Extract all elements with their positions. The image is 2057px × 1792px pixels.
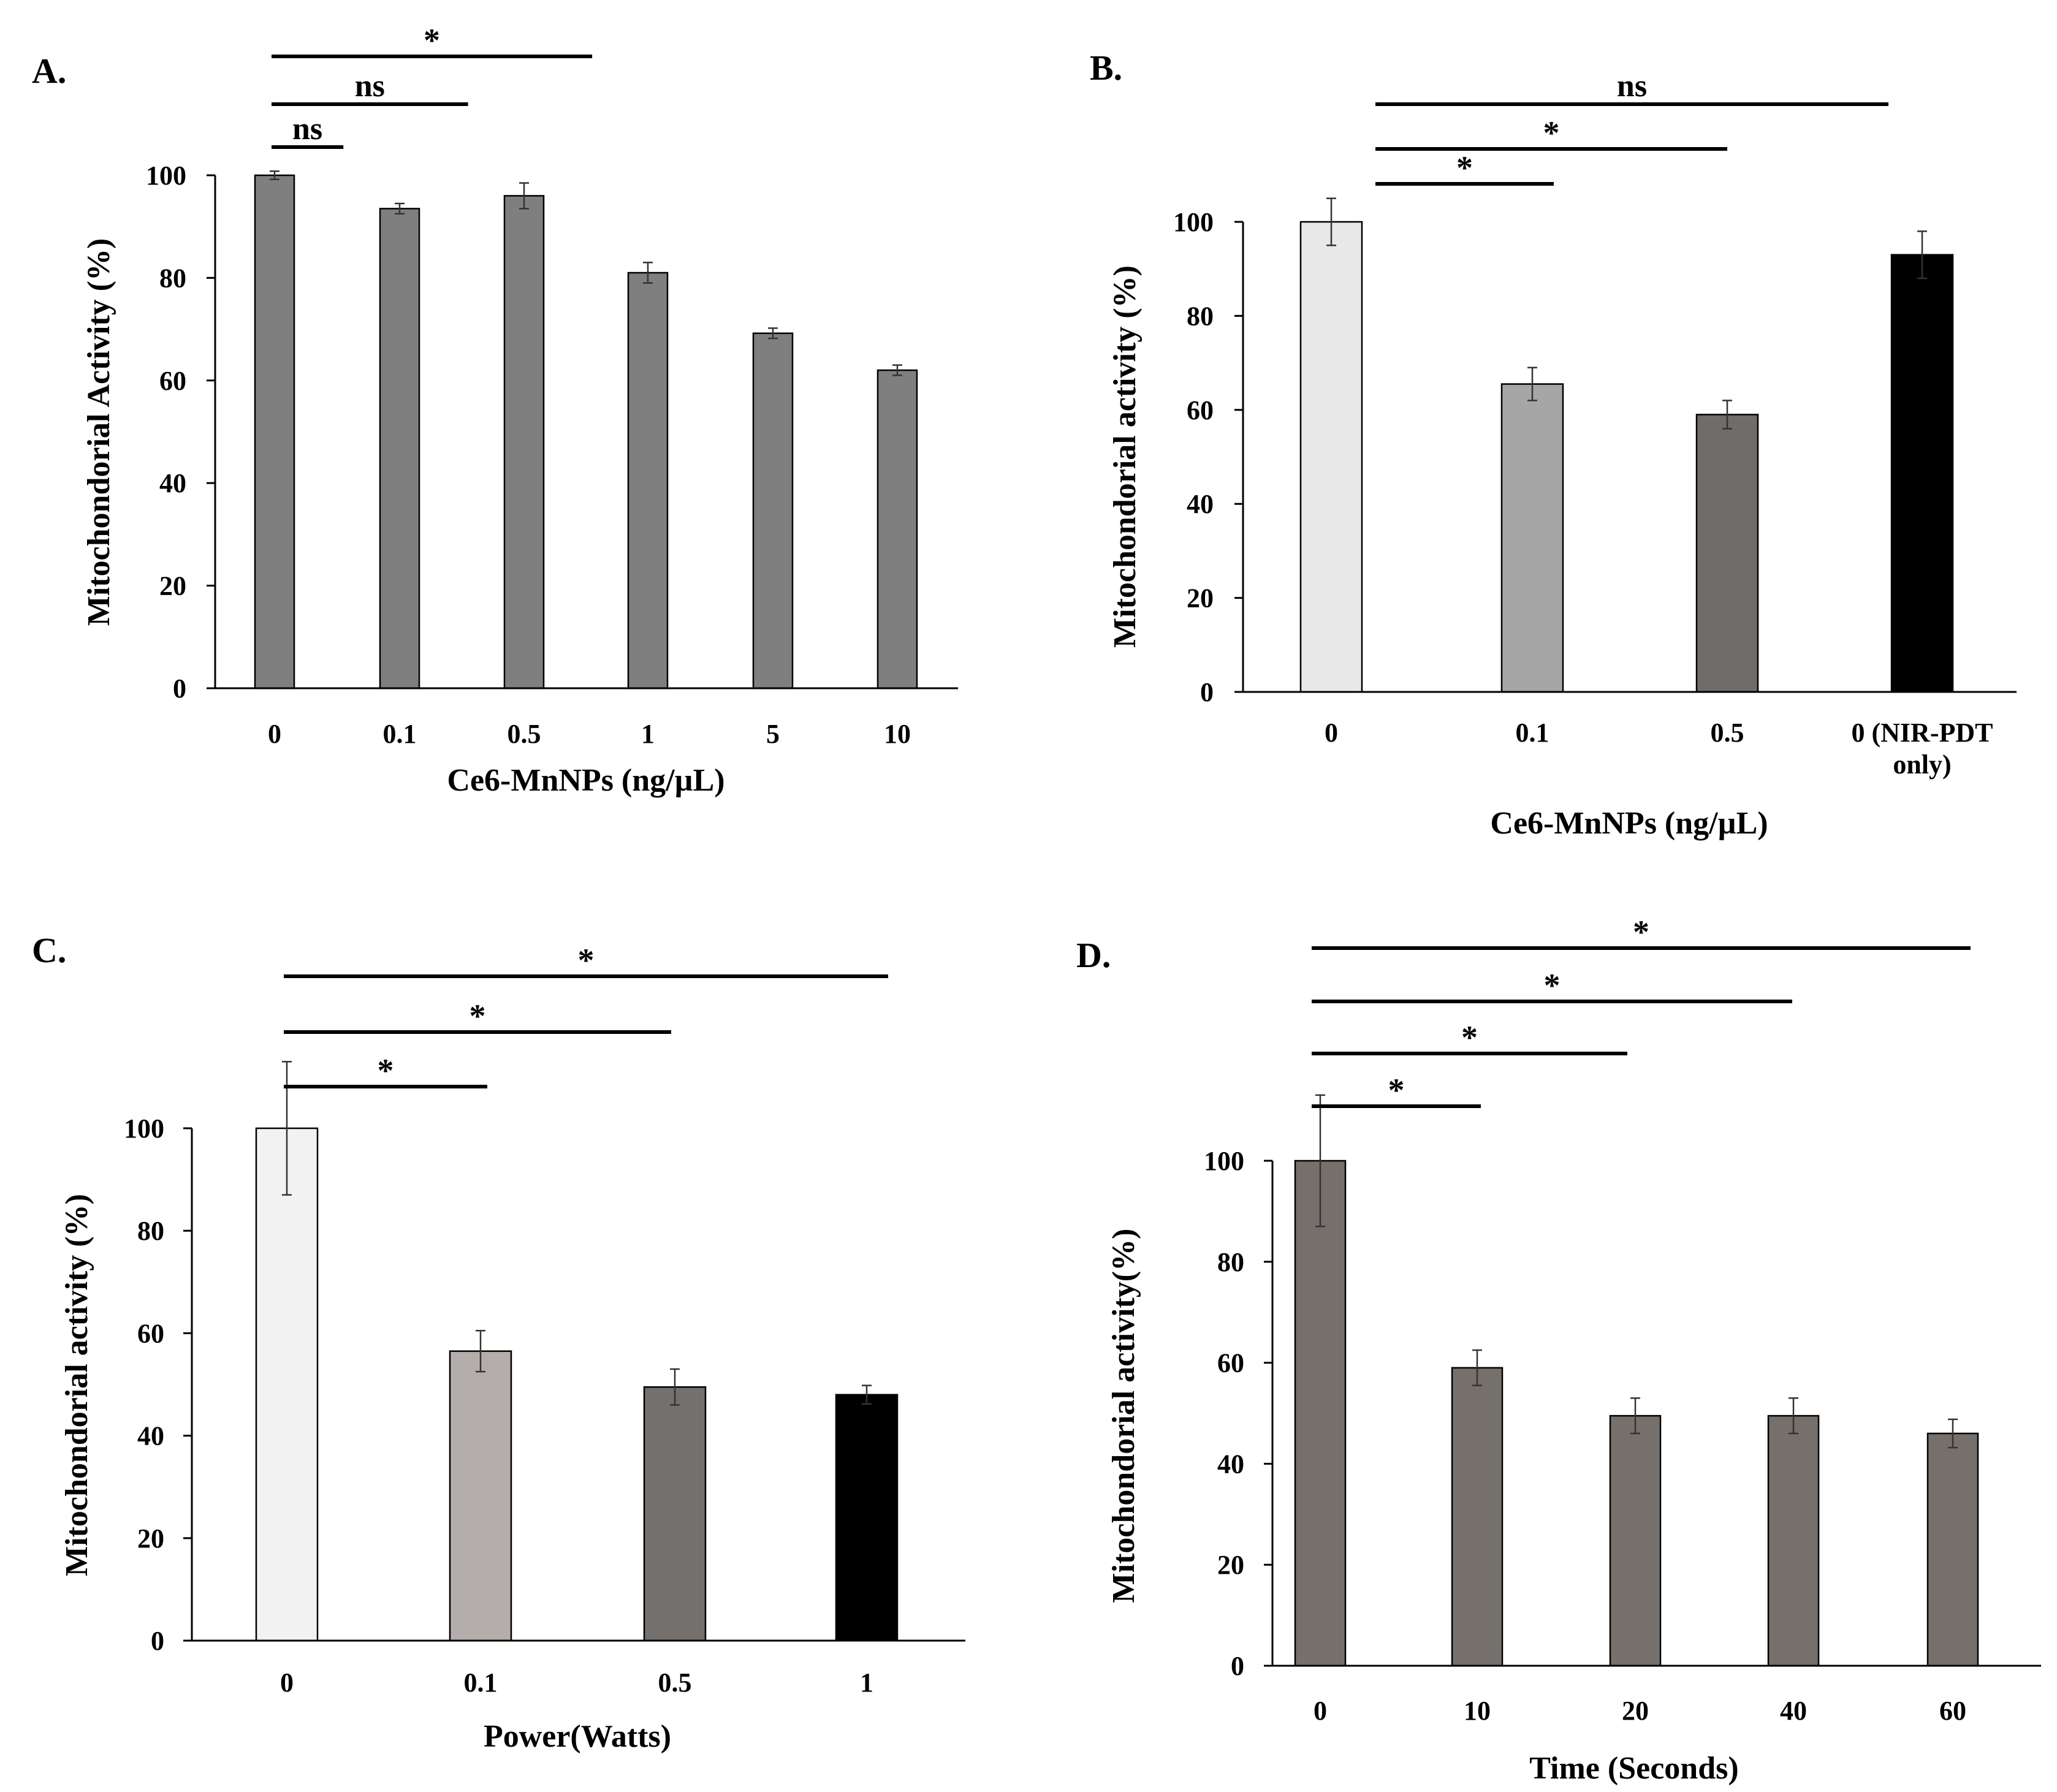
bar [1294, 1160, 1347, 1667]
significance-star: * [1456, 150, 1473, 186]
bar [1926, 1432, 1979, 1667]
bar [876, 369, 918, 689]
y-tick-label: 60 [159, 366, 186, 396]
y-tick-label: 80 [1217, 1247, 1244, 1277]
significance-star: * [1544, 967, 1561, 1004]
significance-star: * [1543, 115, 1560, 151]
y-tick-label: 40 [1217, 1449, 1244, 1479]
bar [1299, 221, 1363, 693]
y-tick-label: 40 [159, 468, 186, 498]
panel-label: B. [1090, 48, 1122, 88]
x-tick-label: 5 [766, 719, 780, 749]
y-tick-label: 0 [1200, 677, 1214, 707]
y-axis-label: Mitochondorial activity (%) [59, 1194, 94, 1576]
y-tick-label: 100 [1173, 207, 1214, 237]
bar [1890, 254, 1954, 693]
significance-star: * [1388, 1072, 1405, 1109]
significance-label: ns [1617, 69, 1647, 104]
significance-star: * [470, 998, 486, 1035]
x-axis-label: Power(Watts) [484, 1719, 671, 1754]
x-tick-label: 10 [1464, 1696, 1491, 1726]
x-tick-label: 0.1 [383, 719, 417, 749]
y-axis-label: Mitochondorial Activity (%) [82, 238, 116, 626]
x-tick-label: 0.1 [1516, 718, 1549, 748]
bar [503, 195, 545, 689]
bar [643, 1386, 707, 1642]
x-tick-label: 0 [268, 719, 281, 749]
bar [379, 208, 420, 689]
x-tick-label: 0.5 [508, 719, 541, 749]
chart-panel-c: C. 0 20 40 60 80 100 0 0.1 0.5 1 Power(Watts) Mitoch… [32, 930, 965, 1754]
panel-label: C. [32, 930, 66, 970]
x-tick-label: 0.1 [464, 1668, 498, 1698]
significance-star: * [424, 22, 440, 59]
bar [1609, 1414, 1662, 1667]
x-tick-label: 0.5 [1711, 718, 1744, 748]
y-tick-label: 60 [137, 1318, 164, 1348]
y-tick-label: 20 [1187, 583, 1214, 613]
x-axis-label: Time (Seconds) [1529, 1751, 1738, 1786]
significance-label: ns [355, 69, 385, 104]
chart-panel-b: B. 0 20 40 60 80 100 0 0.1 0.5 0 (NIR-PDT only) Ce6-… [1090, 48, 2017, 841]
y-tick-label: 0 [151, 1626, 164, 1656]
significance-star: * [578, 942, 595, 979]
chart-panel-d: D. 0 20 40 60 80 100 0 10 20 40 60 Time (Seconds) Mit… [1076, 914, 2041, 1786]
panel-label: A. [32, 51, 66, 91]
x-tick-label: 10 [884, 719, 911, 749]
x-tick-label: 20 [1622, 1696, 1649, 1726]
bar [254, 174, 295, 689]
x-tick-label: 1 [860, 1668, 873, 1698]
y-tick-label: 40 [1187, 489, 1214, 519]
significance-star: * [1461, 1019, 1478, 1056]
y-tick-label: 100 [1204, 1146, 1244, 1176]
bar [1451, 1367, 1504, 1667]
y-tick-label: 20 [159, 571, 186, 601]
significance-star: * [1633, 914, 1649, 951]
y-axis-label: Mitochondorial activity(%) [1106, 1229, 1141, 1603]
bar [752, 332, 794, 689]
y-tick-label: 80 [1187, 301, 1214, 331]
y-tick-label: 60 [1187, 395, 1214, 425]
significance-label: ns [292, 112, 322, 146]
significance-star: * [378, 1052, 394, 1089]
y-tick-label: 0 [173, 674, 186, 704]
x-tick-label: 40 [1780, 1696, 1807, 1726]
bar [255, 1127, 319, 1642]
bar [627, 271, 669, 689]
y-tick-label: 100 [146, 161, 186, 191]
panel-label: D. [1076, 935, 1111, 975]
bar [1500, 383, 1564, 693]
x-tick-label: 0 [280, 1668, 294, 1698]
y-axis-label: Mitochondorial activity (%) [1108, 265, 1143, 648]
bar [1695, 414, 1759, 693]
bar [1767, 1414, 1820, 1667]
bar [835, 1394, 899, 1642]
y-tick-label: 20 [137, 1524, 164, 1554]
y-tick-label: 100 [124, 1114, 164, 1144]
chart-panel-a: A. 0 20 40 60 80 100 0 0.1 0.5 1 5 10 Ce6-MnNPs (ng/µ… [32, 22, 958, 798]
x-axis-label: Ce6-MnNPs (ng/µL) [447, 763, 724, 798]
x-tick-label: 0 [1325, 718, 1338, 748]
x-tick-label: 0.5 [658, 1668, 692, 1698]
y-tick-label: 0 [1231, 1651, 1244, 1681]
y-tick-label: 20 [1217, 1550, 1244, 1580]
y-tick-label: 80 [137, 1216, 164, 1246]
x-tick-label: 60 [1939, 1696, 1966, 1726]
bar [449, 1350, 512, 1642]
x-tick-label: 0 [1314, 1696, 1327, 1726]
y-tick-label: 60 [1217, 1348, 1244, 1378]
x-axis-label: Ce6-MnNPs (ng/µL) [1490, 806, 1768, 841]
y-tick-label: 40 [137, 1421, 164, 1451]
y-tick-label: 80 [159, 263, 186, 293]
x-tick-label: 1 [641, 719, 655, 749]
x-tick-label: 0 (NIR-PDT only) [1852, 718, 1993, 780]
